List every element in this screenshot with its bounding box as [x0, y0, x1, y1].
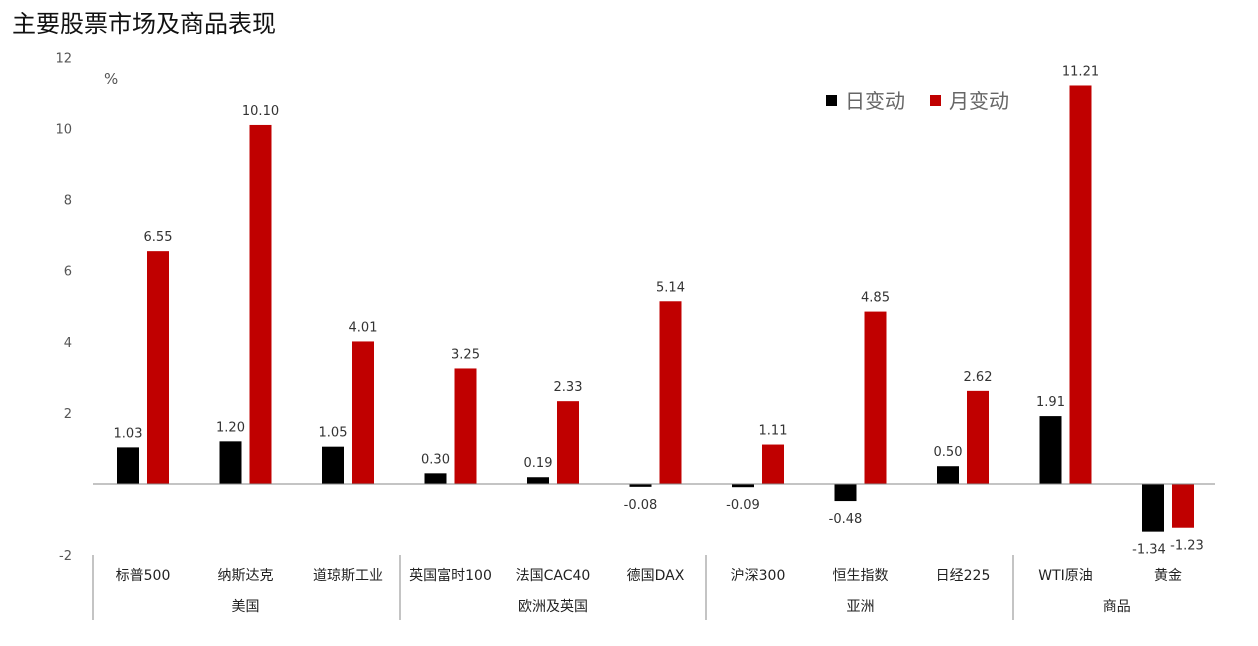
category-label: 恒生指数: [833, 568, 889, 584]
bar-monthly: [1069, 85, 1092, 484]
bar-daily: [629, 484, 652, 487]
y-tick-label: 6: [64, 265, 72, 280]
y-tick-label: -2: [59, 549, 72, 564]
bar-daily: [117, 447, 139, 484]
data-label: 0.30: [421, 452, 450, 467]
bar-daily: [732, 484, 754, 488]
data-label: -1.23: [1170, 539, 1204, 554]
data-label: 1.11: [759, 424, 788, 439]
category-label: 道琼斯工业: [313, 568, 383, 584]
data-label: 2.62: [964, 370, 993, 385]
group-label: 美国: [232, 599, 260, 615]
y-tick-label: 8: [64, 194, 72, 209]
bar-daily: [1039, 416, 1062, 484]
category-label: 标普500: [116, 568, 171, 584]
category-label: WTI原油: [1038, 568, 1093, 584]
data-label: 1.03: [114, 426, 143, 441]
data-label: 6.55: [144, 230, 173, 245]
legend-swatch: [826, 95, 837, 106]
bar-monthly: [1172, 484, 1194, 528]
bar-monthly: [864, 311, 887, 484]
bar-daily: [527, 477, 549, 484]
data-label: 11.21: [1062, 64, 1099, 79]
y-tick-label: 2: [64, 407, 72, 422]
bar-monthly: [557, 401, 579, 484]
bar-monthly: [249, 124, 272, 484]
category-labels: 标普500 纳斯达克 道琼斯工业 英国富时100 法国CAC40 德国DAX 沪深300 恒生…: [116, 567, 1182, 584]
category-label: 法国CAC40: [516, 568, 591, 584]
data-label: -0.08: [624, 498, 658, 513]
data-labels: 1.03 6.55 1.20 10.10 1.05 4.01 0.30 3.25 0.19 2.3…: [114, 64, 1204, 557]
data-label: -0.48: [829, 512, 863, 527]
category-label: 德国DAX: [627, 568, 685, 584]
legend-label: 日变动: [845, 89, 905, 113]
bar-monthly: [967, 390, 989, 484]
group-labels: 美国 欧洲及英国 亚洲 商品: [232, 598, 1131, 615]
data-label: 5.14: [656, 280, 685, 295]
bars: [117, 85, 1194, 532]
data-label: -1.34: [1132, 543, 1166, 558]
y-axis-ticks: -2 2 4 6 8 10 12: [55, 51, 72, 564]
data-label: 4.85: [861, 291, 890, 306]
x-axis: [92, 483, 1215, 620]
bar-daily: [834, 484, 857, 502]
legend-label: 月变动: [949, 89, 1009, 113]
chart-title: 主要股票市场及商品表现: [12, 10, 276, 38]
group-label: 欧洲及英国: [518, 598, 588, 615]
category-label: 日经225: [936, 568, 991, 584]
bar-monthly: [147, 251, 169, 484]
category-label: 沪深300: [731, 568, 786, 584]
data-label: 0.50: [934, 445, 963, 460]
bar-monthly: [762, 444, 784, 484]
bar-daily: [219, 441, 242, 484]
data-label: 1.20: [216, 420, 245, 435]
data-label: 1.05: [319, 426, 348, 441]
data-label: 4.01: [349, 320, 378, 335]
bar-daily: [937, 466, 959, 484]
category-label: 纳斯达克: [218, 568, 274, 584]
bar-monthly: [352, 341, 374, 484]
group-label: 商品: [1103, 599, 1131, 615]
y-tick-label: 10: [55, 123, 72, 138]
group-label: 亚洲: [847, 599, 875, 615]
bar-daily: [1142, 484, 1164, 532]
data-label: -0.09: [726, 498, 760, 513]
legend: 日变动 月变动: [826, 89, 1009, 113]
legend-swatch: [930, 95, 941, 106]
y-tick-label: 4: [64, 336, 72, 351]
bar-monthly: [659, 301, 682, 484]
y-axis-unit-label: %: [104, 70, 118, 88]
data-label: 3.25: [451, 347, 480, 362]
data-label: 2.33: [554, 380, 583, 395]
data-label: 1.91: [1036, 395, 1065, 410]
data-label: 10.10: [242, 104, 279, 119]
data-label: 0.19: [524, 456, 553, 471]
bar-monthly: [454, 368, 477, 484]
bar-daily: [322, 446, 344, 484]
category-label: 黄金: [1154, 567, 1182, 584]
y-tick-label: 12: [55, 51, 72, 66]
bar-daily: [424, 473, 447, 484]
category-label: 英国富时100: [409, 567, 492, 584]
